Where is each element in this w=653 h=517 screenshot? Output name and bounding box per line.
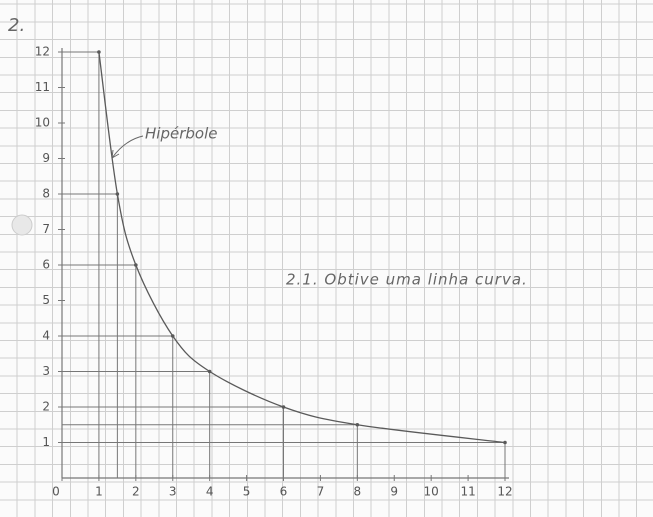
y-tick-label: 2 bbox=[42, 400, 50, 414]
x-tick-label: 6 bbox=[280, 485, 288, 499]
y-tick-label: 5 bbox=[42, 293, 50, 307]
x-tick-label: 3 bbox=[169, 485, 177, 499]
y-tick-label: 6 bbox=[42, 258, 50, 272]
data-point bbox=[208, 370, 212, 374]
data-point bbox=[356, 423, 360, 427]
data-point bbox=[503, 441, 507, 445]
x-tick-label: 11 bbox=[460, 485, 475, 499]
x-tick-label: 8 bbox=[354, 485, 362, 499]
x-tick-label: 7 bbox=[317, 485, 325, 499]
x-tick-label: 12 bbox=[497, 485, 512, 499]
y-tick-label: 3 bbox=[42, 364, 50, 378]
binder-hole bbox=[12, 215, 32, 235]
x-tick-label: 4 bbox=[206, 485, 214, 499]
y-tick-label: 10 bbox=[35, 116, 50, 130]
conclusion-text: 2.1. Obtive uma linha curva. bbox=[286, 271, 528, 289]
data-point bbox=[97, 50, 101, 54]
data-point bbox=[116, 192, 120, 196]
y-tick-label: 12 bbox=[35, 45, 50, 59]
annotation-arrow bbox=[112, 136, 143, 158]
data-point bbox=[171, 334, 175, 338]
x-tick-label: 9 bbox=[390, 485, 398, 499]
problem-number: 2. bbox=[8, 15, 25, 36]
x-tick-label: 1 bbox=[95, 485, 103, 499]
notebook-page: 2. Hipérbole 2.1. Obtive uma linha curva… bbox=[0, 0, 653, 517]
data-point bbox=[282, 405, 286, 409]
y-tick-label: 11 bbox=[35, 80, 50, 94]
y-tick-label: 4 bbox=[42, 329, 50, 343]
x-tick-label: 0 bbox=[52, 485, 60, 499]
hyperbola-curve bbox=[99, 52, 505, 443]
y-tick-label: 8 bbox=[42, 187, 50, 201]
x-tick-label: 5 bbox=[243, 485, 251, 499]
x-tick-label: 10 bbox=[424, 485, 439, 499]
y-tick-label: 1 bbox=[42, 435, 50, 449]
curve-annotation: Hipérbole bbox=[145, 125, 217, 143]
y-tick-label: 7 bbox=[42, 222, 50, 236]
data-point bbox=[134, 263, 138, 267]
x-tick-label: 2 bbox=[132, 485, 140, 499]
y-tick-label: 9 bbox=[42, 151, 50, 165]
